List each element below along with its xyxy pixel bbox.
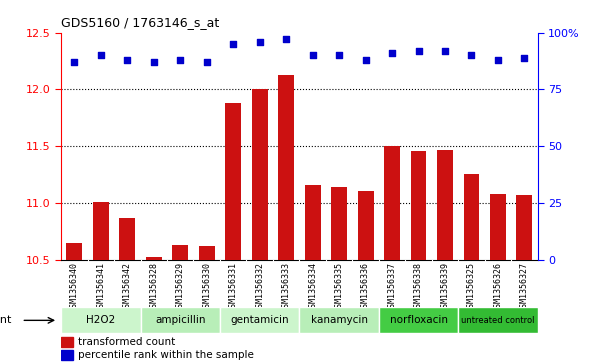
Text: GSM1356330: GSM1356330	[202, 262, 211, 312]
Point	[229, 41, 238, 47]
Point	[175, 57, 185, 63]
Text: GSM1356342: GSM1356342	[123, 262, 132, 312]
Text: gentamicin: gentamicin	[230, 315, 289, 325]
Text: GSM1356334: GSM1356334	[308, 262, 317, 312]
Point	[519, 55, 529, 61]
Text: GSM1356333: GSM1356333	[282, 262, 291, 312]
Text: untreated control: untreated control	[461, 316, 535, 325]
Text: GSM1356332: GSM1356332	[255, 262, 264, 312]
Bar	[220, 307, 299, 333]
Text: kanamycin: kanamycin	[310, 315, 368, 325]
Text: norfloxacin: norfloxacin	[390, 315, 447, 325]
Bar	[172, 245, 188, 260]
Bar	[331, 187, 347, 260]
Bar	[305, 185, 321, 260]
Text: GSM1356325: GSM1356325	[467, 262, 476, 312]
Text: GSM1356335: GSM1356335	[335, 262, 343, 312]
Text: GSM1356338: GSM1356338	[414, 262, 423, 312]
Point	[202, 59, 211, 65]
Point	[281, 37, 291, 42]
Bar	[357, 192, 373, 260]
Text: agent: agent	[0, 315, 12, 325]
Bar	[252, 89, 268, 260]
Text: GSM1356329: GSM1356329	[176, 262, 185, 312]
Bar	[379, 307, 458, 333]
Point	[255, 39, 265, 45]
Text: GSM1356326: GSM1356326	[494, 262, 502, 312]
Bar	[67, 242, 82, 260]
Bar	[411, 151, 426, 260]
Point	[149, 59, 159, 65]
Bar	[278, 75, 294, 260]
Text: GSM1356327: GSM1356327	[520, 262, 529, 312]
Point	[493, 57, 503, 63]
Point	[467, 52, 477, 58]
Bar	[146, 257, 162, 260]
Text: transformed count: transformed count	[78, 337, 175, 347]
Text: GSM1356328: GSM1356328	[149, 262, 158, 312]
Text: H2O2: H2O2	[86, 315, 115, 325]
Text: GSM1356337: GSM1356337	[387, 262, 397, 312]
Text: GSM1356340: GSM1356340	[70, 262, 79, 312]
Bar	[119, 217, 135, 260]
Text: GSM1356331: GSM1356331	[229, 262, 238, 312]
Text: GSM1356341: GSM1356341	[97, 262, 105, 312]
Bar	[61, 307, 141, 333]
Point	[440, 48, 450, 54]
Point	[308, 52, 318, 58]
Bar	[93, 202, 109, 260]
Text: percentile rank within the sample: percentile rank within the sample	[78, 350, 254, 360]
Bar	[516, 195, 532, 260]
Point	[122, 57, 132, 63]
Bar	[464, 175, 480, 260]
Point	[334, 52, 344, 58]
Point	[360, 57, 370, 63]
Bar	[225, 103, 241, 260]
Bar	[199, 246, 214, 260]
Bar	[61, 337, 73, 347]
Text: GSM1356336: GSM1356336	[361, 262, 370, 312]
Point	[414, 48, 423, 54]
Text: ampicillin: ampicillin	[155, 315, 205, 325]
Bar	[141, 307, 220, 333]
Bar	[490, 194, 506, 260]
Point	[70, 59, 79, 65]
Point	[96, 52, 106, 58]
Bar	[458, 307, 538, 333]
Bar	[437, 150, 453, 260]
Bar	[384, 146, 400, 260]
Point	[387, 50, 397, 56]
Text: GSM1356339: GSM1356339	[441, 262, 450, 312]
Bar	[299, 307, 379, 333]
Bar	[61, 350, 73, 360]
Text: GDS5160 / 1763146_s_at: GDS5160 / 1763146_s_at	[61, 16, 219, 29]
